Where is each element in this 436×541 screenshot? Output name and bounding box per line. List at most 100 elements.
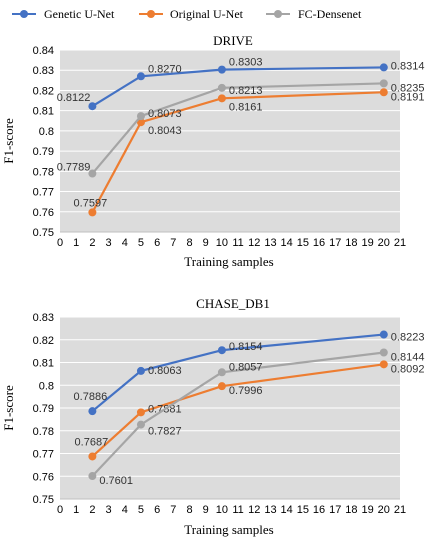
series-line	[91, 351, 384, 477]
series-genetic-u-net: 0.7886 0.8063 0.8154 0.8223	[74, 330, 424, 416]
data-label: 0.8144	[391, 351, 425, 363]
y-tick-label: 0.84	[33, 45, 54, 57]
data-point	[379, 79, 388, 88]
data-point	[136, 112, 145, 121]
data-label: 0.7789	[57, 162, 91, 174]
data-point	[136, 408, 145, 417]
series-line	[91, 333, 384, 413]
legend-marker-fc-densenet	[274, 10, 282, 18]
x-tick-label: 8	[186, 237, 192, 249]
data-point	[88, 169, 97, 178]
y-axis-title: F1-score	[1, 118, 16, 164]
data-point	[88, 452, 97, 461]
data-label: 0.8213	[229, 85, 263, 97]
data-point	[88, 208, 97, 217]
legend-label-original-unet: Original U-Net	[170, 7, 244, 21]
x-tick-label: 20	[378, 504, 390, 516]
y-tick-label: 0.8	[39, 126, 54, 138]
data-point	[88, 472, 97, 481]
data-point	[379, 88, 388, 97]
x-tick-label: 9	[203, 237, 209, 249]
y-tick-label: 0.83	[33, 65, 54, 77]
data-label: 0.8057	[229, 361, 263, 373]
x-tick-label: 12	[248, 504, 260, 516]
x-tick-label: 1	[73, 504, 79, 516]
series-original-u-net: 0.7597 0.8043 0.8161 0.8191	[74, 88, 425, 217]
data-label: 0.8235	[391, 82, 425, 94]
y-tick-label: 0.76	[33, 207, 54, 219]
x-tick-label: 0	[57, 504, 63, 516]
data-label: 0.8092	[391, 363, 425, 375]
data-point	[217, 83, 226, 92]
chart-title: DRIVE	[213, 33, 253, 48]
legend-label-genetic-unet: Genetic U-Net	[44, 7, 115, 21]
data-label: 0.7597	[74, 197, 108, 209]
x-tick-label: 3	[106, 504, 112, 516]
data-label: 0.8270	[148, 63, 182, 75]
x-tick-label: 14	[281, 237, 293, 249]
legend-item-original-unet: Original U-Net	[139, 7, 244, 21]
data-point	[217, 94, 226, 103]
data-label: 0.8154	[229, 341, 263, 353]
legend-item-genetic-unet: Genetic U-Net	[12, 7, 115, 21]
data-label: 0.7886	[74, 391, 108, 403]
data-point	[136, 366, 145, 375]
data-label: 0.8043	[148, 125, 182, 137]
legend-marker-original-unet	[147, 10, 155, 18]
x-tick-label: 11	[232, 504, 243, 516]
x-tick-label: 21	[394, 504, 406, 516]
y-tick-label: 0.81	[33, 106, 54, 118]
data-label: 0.7996	[229, 385, 263, 397]
x-tick-label: 17	[329, 237, 341, 249]
x-tick-label: 8	[186, 504, 192, 516]
x-tick-label: 5	[138, 504, 144, 516]
data-label: 0.8073	[148, 108, 182, 120]
x-tick-label: 3	[106, 237, 112, 249]
y-tick-label: 0.82	[33, 85, 54, 97]
data-label: 0.7601	[99, 475, 133, 487]
data-label: 0.7827	[148, 426, 182, 438]
x-tick-label: 6	[154, 504, 160, 516]
data-label: 0.8314	[391, 60, 425, 72]
legend-label-fc-densenet: FC-Densenet	[298, 7, 362, 21]
y-tick-label: 0.82	[33, 335, 54, 347]
x-tick-label: 10	[216, 237, 228, 249]
x-tick-label: 20	[378, 237, 390, 249]
data-point	[379, 330, 388, 339]
x-tick-label: 2	[89, 504, 95, 516]
legend-marker-genetic-unet	[20, 10, 28, 18]
data-label: 0.8122	[57, 92, 91, 104]
y-tick-label: 0.79	[33, 146, 54, 158]
x-tick-label: 9	[203, 504, 209, 516]
x-axis-title: Training samples	[184, 522, 273, 537]
plot-area	[60, 316, 400, 500]
data-label: 0.8303	[229, 57, 263, 69]
data-point	[379, 348, 388, 357]
x-tick-label: 17	[329, 504, 341, 516]
x-tick-label: 14	[281, 504, 293, 516]
x-tick-label: 13	[264, 237, 276, 249]
y-tick-label: 0.77	[33, 449, 54, 461]
series-line	[91, 66, 384, 108]
x-tick-label: 12	[248, 237, 260, 249]
y-tick-label: 0.79	[33, 403, 54, 415]
series-fc-densenet: 0.7601 0.7827 0.8057 0.8144	[88, 348, 424, 487]
y-tick-label: 0.83	[33, 312, 54, 324]
data-label: 0.8191	[391, 91, 425, 103]
series-line	[91, 91, 384, 213]
data-point	[217, 65, 226, 74]
series-fc-densenet: 0.7789 0.8073 0.8213 0.8235	[57, 79, 425, 178]
legend: Genetic U-Net Original U-Net FC-Densenet	[12, 7, 362, 21]
y-tick-label: 0.81	[33, 358, 54, 370]
x-tick-label: 7	[170, 237, 176, 249]
data-point	[217, 346, 226, 355]
plot-background	[60, 50, 400, 232]
x-tick-label: 5	[138, 237, 144, 249]
x-tick-label: 16	[313, 504, 325, 516]
y-tick-label: 0.75	[33, 227, 54, 239]
chart-drive: DRIVE F1-score Training samples 0.75 0.76…	[1, 33, 424, 269]
x-tick-label: 15	[297, 237, 309, 249]
y-tick-label: 0.75	[33, 494, 54, 506]
x-tick-label: 18	[345, 504, 357, 516]
plot-area	[60, 49, 400, 233]
